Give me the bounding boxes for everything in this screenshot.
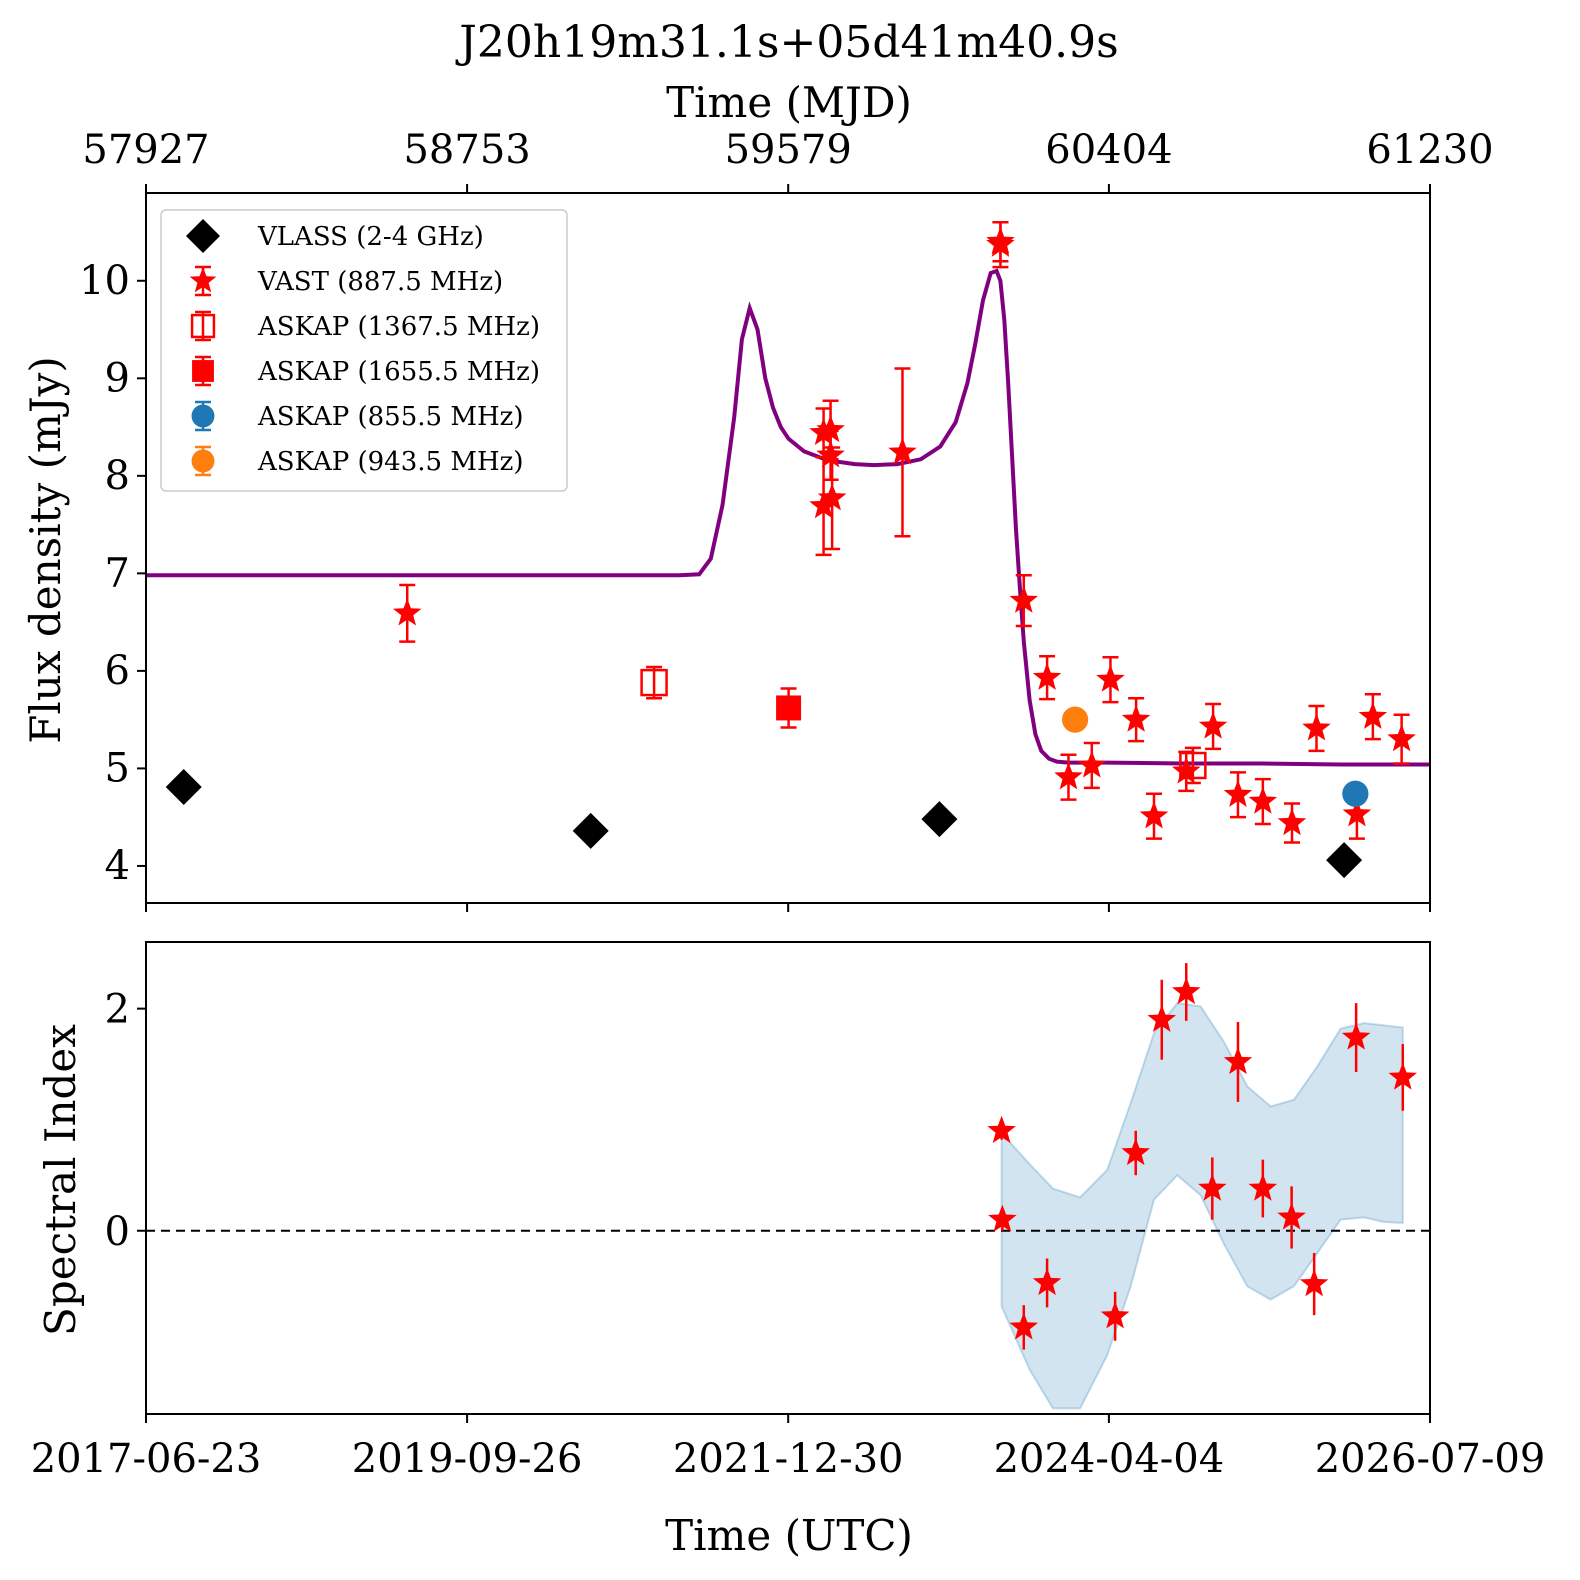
- data-point: [1223, 1046, 1253, 1075]
- data-point: [1172, 976, 1201, 1005]
- legend-marker: [189, 267, 217, 293]
- data-point: [1032, 1267, 1062, 1296]
- data-point: [809, 491, 838, 519]
- y-tick-label: 0: [105, 1209, 130, 1255]
- y-tick-label: 6: [105, 648, 130, 694]
- data-point: [1096, 664, 1125, 692]
- data-point: [1223, 779, 1253, 807]
- series-5: [1061, 706, 1089, 733]
- date-tick-label: 2019-09-26: [352, 1436, 583, 1482]
- legend-marker: [186, 219, 220, 253]
- data-point: [1277, 1202, 1306, 1230]
- top-y-axis-label: Flux density (mJy): [21, 356, 70, 744]
- data-point: [1009, 585, 1039, 613]
- data-point: [572, 812, 609, 849]
- legend-marker: [192, 360, 214, 382]
- data-point: [1299, 1269, 1329, 1297]
- series-3: [776, 687, 802, 729]
- data-point: [1100, 1301, 1130, 1329]
- y-tick-label: 2: [105, 987, 130, 1033]
- legend-label: ASKAP (1655.5 MHz): [257, 357, 540, 387]
- date-tick-label: 2021-12-30: [673, 1436, 904, 1482]
- data-point: [1172, 756, 1201, 784]
- data-point: [1342, 799, 1372, 827]
- data-point: [1139, 801, 1169, 829]
- y-tick-label: 8: [105, 453, 130, 499]
- data-point: [640, 668, 668, 697]
- bottom-x-axis-label: Time (UTC): [665, 1511, 913, 1560]
- date-tick-label: 2026-07-09: [1315, 1436, 1546, 1482]
- data-point: [816, 440, 845, 468]
- date-tick-label: 2024-04-04: [994, 1436, 1225, 1482]
- data-point: [1326, 842, 1363, 879]
- data-point: [1179, 751, 1207, 780]
- series-0: [165, 768, 1363, 879]
- data-point: [1277, 808, 1307, 836]
- legend: VLASS (2-4 GHz) VAST (887.5 MHz) ASKAP (13…: [160, 209, 568, 492]
- mjd-tick-label: 59579: [725, 127, 852, 173]
- data-point: [1302, 713, 1331, 741]
- mjd-tick-label: 58753: [403, 127, 530, 173]
- data-point: [817, 483, 847, 511]
- data-point: [1198, 1173, 1227, 1201]
- data-point: [1121, 704, 1151, 732]
- y-tick-label: 7: [105, 550, 130, 596]
- data-point: [1341, 1022, 1371, 1050]
- data-point: [1009, 1312, 1039, 1340]
- legend-label: ASKAP (1367.5 MHz): [257, 312, 540, 342]
- data-point: [1061, 706, 1089, 733]
- data-point: [921, 801, 958, 838]
- data-point: [392, 598, 422, 626]
- data-point: [1032, 662, 1062, 690]
- mjd-tick-label: 60404: [1045, 127, 1172, 173]
- legend-marker: [191, 449, 215, 473]
- data-point: [988, 1204, 1017, 1232]
- y-tick-label: 4: [105, 843, 130, 889]
- mjd-tick-label: 61230: [1366, 127, 1493, 173]
- top-x-axis-label: Time (MJD): [666, 78, 912, 127]
- date-tick-label: 2017-06-23: [31, 1436, 262, 1482]
- legend-label: ASKAP (855.5 MHz): [257, 402, 523, 432]
- data-point: [165, 768, 202, 805]
- legend-label: VAST (887.5 MHz): [257, 267, 503, 297]
- data-point: [1342, 780, 1369, 807]
- data-point: [987, 1115, 1016, 1143]
- legend-label: ASKAP (943.5 MHz): [257, 447, 523, 477]
- chart-title: J20h19m31.1s+05d41m40.9s: [455, 17, 1119, 68]
- y-tick-label: 9: [105, 355, 130, 401]
- data-point: [1387, 724, 1416, 752]
- data-point: [1054, 762, 1083, 790]
- series-4: [1342, 780, 1369, 807]
- spectral-index-panel: 2017-06-23 2019-09-26 2021-12-30 2024-04-04…: [31, 941, 1546, 1482]
- bottom-y-axis-label: Spectral Index: [36, 1024, 85, 1336]
- legend-box: [160, 209, 568, 492]
- data-point: [816, 414, 845, 443]
- model-curve: [146, 268, 1430, 767]
- legend-marker: [191, 404, 215, 428]
- data-point: [1388, 1062, 1418, 1090]
- data-point: [986, 226, 1015, 254]
- data-point: [1358, 701, 1388, 729]
- data-point: [1121, 1138, 1150, 1166]
- confidence-band: [1000, 1002, 1404, 1410]
- data-point: [1198, 711, 1228, 739]
- data-point: [1147, 1004, 1177, 1032]
- data-point: [1077, 750, 1107, 778]
- data-point: [1248, 786, 1278, 814]
- legend-marker: [190, 313, 216, 339]
- data-point: [888, 437, 917, 465]
- data-point: [776, 695, 802, 721]
- flux-density-panel: 57927 58753 59579 60404 61230 4 5 6 7 8 9 10: [79, 127, 1494, 912]
- legend-label: VLASS (2-4 GHz): [257, 222, 484, 252]
- mjd-tick-label: 57927: [82, 127, 209, 173]
- series-2: [640, 665, 1207, 785]
- y-tick-label: 10: [79, 258, 130, 304]
- y-tick-label: 5: [105, 745, 130, 791]
- data-point: [1248, 1173, 1278, 1201]
